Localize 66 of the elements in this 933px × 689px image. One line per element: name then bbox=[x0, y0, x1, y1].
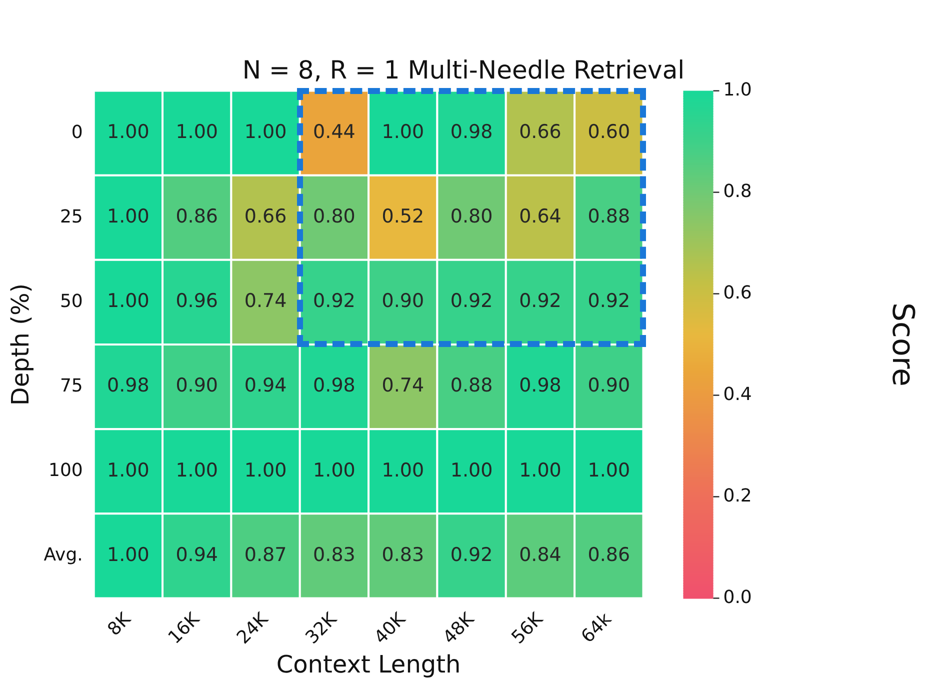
data-label: 0.60 bbox=[588, 121, 630, 144]
data-label: 1.00 bbox=[382, 121, 424, 144]
y-axis-title: Depth (%) bbox=[6, 283, 35, 406]
data-label: 0.66 bbox=[519, 121, 562, 144]
x-tick-label: 8K bbox=[104, 608, 136, 640]
data-label: 0.86 bbox=[176, 206, 218, 228]
data-label: 0.83 bbox=[313, 544, 356, 566]
data-label: 0.98 bbox=[519, 374, 562, 397]
data-label: 1.00 bbox=[244, 459, 287, 482]
y-tick-label: 100 bbox=[48, 460, 83, 482]
y-tick-label: Avg. bbox=[44, 544, 83, 566]
data-label: 0.88 bbox=[588, 206, 630, 228]
data-label: 0.92 bbox=[519, 290, 562, 312]
x-tick-label: 64k bbox=[577, 608, 616, 648]
y-tick-label: 50 bbox=[60, 290, 83, 312]
color-bar-label: 0.8 bbox=[723, 180, 752, 202]
data-label: 0.96 bbox=[176, 290, 218, 312]
data-label: 0.80 bbox=[450, 206, 493, 228]
data-label: 0.94 bbox=[244, 374, 287, 397]
data-label: 0.74 bbox=[382, 374, 424, 397]
data-label: 1.00 bbox=[450, 459, 493, 482]
data-label: 0.80 bbox=[313, 206, 356, 228]
data-label: 1.00 bbox=[176, 121, 218, 144]
data-label: 1.00 bbox=[382, 459, 424, 482]
color-bar-label: 0.6 bbox=[723, 282, 752, 304]
data-label: 0.92 bbox=[450, 290, 493, 312]
data-label: 0.86 bbox=[588, 544, 630, 566]
color-bar-title: Score bbox=[885, 302, 920, 387]
data-label: 1.00 bbox=[244, 121, 287, 144]
data-label: 0.90 bbox=[382, 290, 424, 312]
data-label: 1.00 bbox=[107, 206, 150, 228]
data-label: 0.44 bbox=[313, 121, 356, 144]
x-axis-title: Context Length bbox=[276, 650, 461, 679]
data-label: 1.00 bbox=[107, 290, 150, 312]
data-label: 1.00 bbox=[176, 459, 218, 482]
data-label: 0.74 bbox=[244, 290, 287, 312]
chart-title: N = 8, R = 1 Multi-Needle Retrieval bbox=[242, 55, 685, 84]
color-bar-label: 0.2 bbox=[723, 485, 752, 506]
data-label: 0.83 bbox=[382, 544, 424, 566]
data-label: 0.90 bbox=[176, 374, 218, 397]
y-tick-label: 75 bbox=[60, 375, 83, 396]
data-label: 0.87 bbox=[244, 544, 287, 566]
data-label: 0.52 bbox=[382, 206, 424, 228]
data-label: 0.98 bbox=[107, 374, 150, 397]
data-label: 1.00 bbox=[519, 459, 562, 482]
data-label: 1.00 bbox=[313, 459, 356, 482]
data-label: 1.00 bbox=[107, 121, 150, 144]
data-label: 0.66 bbox=[244, 206, 287, 228]
data-label: 1.00 bbox=[588, 459, 630, 482]
data-label: 0.98 bbox=[450, 121, 493, 144]
data-label: 0.92 bbox=[313, 290, 356, 312]
data-label: 0.84 bbox=[519, 544, 562, 566]
color-bar-label: 1.0 bbox=[723, 79, 752, 100]
color-bar-label: 0.4 bbox=[723, 384, 752, 405]
y-tick-label: 25 bbox=[60, 206, 83, 228]
data-label: 0.64 bbox=[519, 206, 562, 228]
data-label: 1.00 bbox=[107, 459, 150, 482]
data-label: 0.92 bbox=[588, 290, 630, 312]
data-label: 1.00 bbox=[107, 544, 150, 566]
data-label: 0.90 bbox=[588, 374, 630, 397]
data-label: 0.92 bbox=[450, 544, 493, 566]
y-tick-label: 0 bbox=[71, 122, 83, 143]
data-label: 0.94 bbox=[176, 544, 218, 566]
color-bar-label: 0.0 bbox=[723, 586, 752, 608]
data-label: 0.88 bbox=[450, 374, 493, 397]
data-label: 0.98 bbox=[313, 374, 356, 397]
